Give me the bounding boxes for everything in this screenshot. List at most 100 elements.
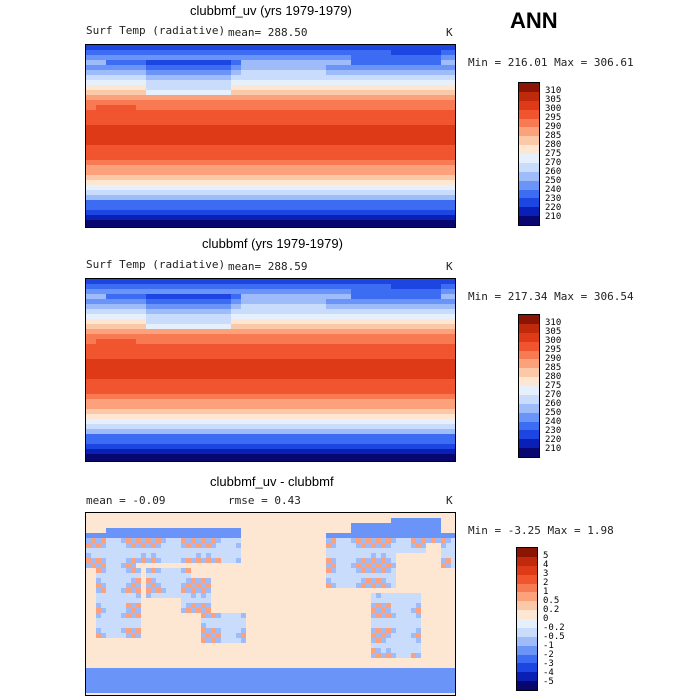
map-cell bbox=[246, 105, 252, 111]
map-cell bbox=[151, 284, 157, 290]
map-cell bbox=[321, 329, 327, 335]
colorbar-tick-label: 290 bbox=[545, 122, 562, 132]
map-cell bbox=[396, 279, 402, 285]
map-cell bbox=[176, 65, 182, 71]
map-cell bbox=[411, 200, 417, 206]
map-cell bbox=[291, 314, 297, 320]
map-cell bbox=[386, 95, 392, 101]
map-cell bbox=[221, 215, 227, 221]
map-cell bbox=[296, 140, 302, 146]
map-cell bbox=[116, 150, 122, 156]
map-cell bbox=[436, 369, 442, 375]
map-cell bbox=[261, 349, 267, 355]
map-cell bbox=[351, 200, 357, 206]
map-cell bbox=[326, 140, 332, 146]
map-cell bbox=[281, 299, 287, 305]
map-cell bbox=[156, 394, 162, 400]
map-cell bbox=[326, 369, 332, 375]
map-cell bbox=[331, 100, 337, 106]
map-cell bbox=[251, 389, 257, 395]
map-cell bbox=[316, 334, 322, 340]
map-cell bbox=[226, 90, 232, 96]
map-cell bbox=[251, 50, 257, 56]
map-cell bbox=[116, 130, 122, 136]
map-cell bbox=[211, 100, 217, 106]
map-cell bbox=[326, 299, 332, 305]
map-cell bbox=[251, 374, 257, 380]
map-cell bbox=[136, 165, 142, 171]
map-cell bbox=[236, 185, 242, 191]
map-cell bbox=[191, 404, 197, 410]
map-cell bbox=[356, 329, 362, 335]
map-cell bbox=[141, 284, 147, 290]
map-cell bbox=[121, 170, 127, 176]
map-cell bbox=[401, 314, 407, 320]
map-cell bbox=[341, 195, 347, 201]
map-cell bbox=[256, 205, 262, 211]
map-cell bbox=[116, 409, 122, 415]
map-cell bbox=[236, 220, 242, 226]
map-cell bbox=[346, 419, 352, 425]
map-cell bbox=[326, 309, 332, 315]
map-cell bbox=[366, 175, 372, 181]
map-cell bbox=[241, 120, 247, 126]
map-cell bbox=[361, 379, 367, 385]
map-cell bbox=[116, 175, 122, 181]
map-cell bbox=[176, 289, 182, 295]
map-cell bbox=[226, 80, 232, 86]
map-cell bbox=[336, 210, 342, 216]
map-cell bbox=[221, 95, 227, 101]
map-cell bbox=[231, 289, 237, 295]
map-cell bbox=[221, 354, 227, 360]
map-cell bbox=[266, 120, 272, 126]
map-cell bbox=[391, 309, 397, 315]
map-cell bbox=[136, 130, 142, 136]
map-cell bbox=[291, 110, 297, 116]
map-cell bbox=[111, 75, 117, 81]
map-cell bbox=[321, 374, 327, 380]
map-cell bbox=[336, 175, 342, 181]
map-cell bbox=[216, 309, 222, 315]
map-cell bbox=[91, 319, 97, 325]
map-cell bbox=[146, 419, 152, 425]
map-cell bbox=[121, 349, 127, 355]
map-cell bbox=[226, 125, 232, 131]
map-cell bbox=[111, 289, 117, 295]
map-cell bbox=[141, 190, 147, 196]
map-cell bbox=[406, 414, 412, 420]
map-cell bbox=[196, 160, 202, 166]
map-cell bbox=[161, 70, 167, 76]
map-cell bbox=[406, 165, 412, 171]
map-cell bbox=[221, 384, 227, 390]
map-cell bbox=[391, 70, 397, 76]
map-cell bbox=[316, 409, 322, 415]
map-cell bbox=[106, 314, 112, 320]
map-cell bbox=[166, 284, 172, 290]
map-cell bbox=[331, 170, 337, 176]
map-cell bbox=[186, 349, 192, 355]
map-cell bbox=[281, 424, 287, 430]
map-cell bbox=[106, 309, 112, 315]
map-cell bbox=[266, 374, 272, 380]
map-cell bbox=[286, 419, 292, 425]
map-cell bbox=[216, 145, 222, 151]
map-cell bbox=[291, 200, 297, 206]
map-cell bbox=[401, 65, 407, 71]
map-cell bbox=[241, 304, 247, 310]
map-cell bbox=[96, 145, 102, 151]
map-cell bbox=[216, 200, 222, 206]
map-cell bbox=[381, 120, 387, 126]
map-cell bbox=[236, 80, 242, 86]
map-cell bbox=[341, 150, 347, 156]
map-cell bbox=[156, 339, 162, 345]
map-cell bbox=[426, 319, 432, 325]
map-cell bbox=[386, 185, 392, 191]
map-cell bbox=[271, 75, 277, 81]
map-cell bbox=[336, 100, 342, 106]
map-cell bbox=[96, 105, 102, 111]
map-cell bbox=[396, 389, 402, 395]
map-cell bbox=[356, 399, 362, 405]
map-cell bbox=[146, 379, 152, 385]
map-cell bbox=[351, 349, 357, 355]
map-cell bbox=[206, 210, 212, 216]
